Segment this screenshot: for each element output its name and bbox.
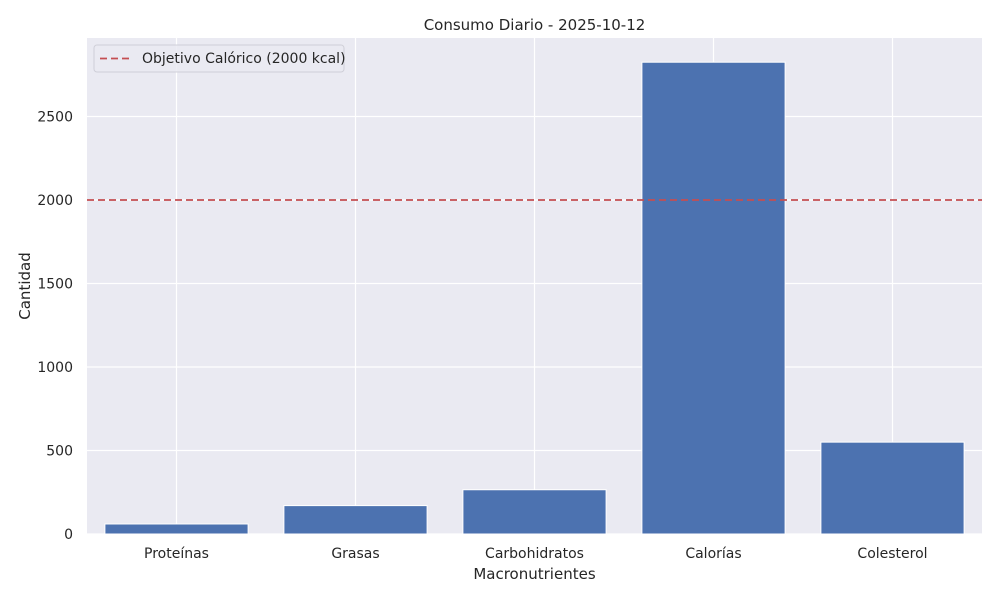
x-tick-label: Carbohidratos xyxy=(485,546,584,562)
legend-box xyxy=(93,44,345,73)
x-axis-label: Macronutrientes xyxy=(473,565,595,583)
y-tick-label: 2000 xyxy=(37,193,73,209)
y-tick-label: 2500 xyxy=(37,109,73,125)
legend: Objetivo Calórico (2000 kcal) xyxy=(93,44,346,73)
y-tick-label: 1000 xyxy=(37,360,73,376)
bars xyxy=(104,61,965,535)
x-tick-label: Colesterol xyxy=(857,546,927,562)
y-tick-label: 0 xyxy=(64,527,73,543)
bar-1 xyxy=(104,523,249,535)
x-tick-label: Calorías xyxy=(685,546,741,562)
y-tick-label: 500 xyxy=(46,443,73,459)
chart-title: Consumo Diario - 2025-10-12 xyxy=(424,16,646,34)
y-tick-labels: 0 500 1000 1500 2000 2500 xyxy=(37,109,73,543)
bar-5 xyxy=(820,441,965,535)
x-tick-labels: Proteínas Grasas Carbohidratos Calorías Cole… xyxy=(144,546,928,562)
bar-3 xyxy=(462,489,607,535)
y-axis-label: Cantidad xyxy=(16,252,34,319)
y-tick-label: 1500 xyxy=(37,276,73,292)
x-tick-label: Proteínas xyxy=(144,546,209,562)
bar-4 xyxy=(641,61,786,535)
legend-entry-calorie-target: Objetivo Calórico (2000 kcal) xyxy=(142,51,346,67)
bar-2 xyxy=(283,505,428,535)
x-tick-label: Grasas xyxy=(331,546,379,562)
